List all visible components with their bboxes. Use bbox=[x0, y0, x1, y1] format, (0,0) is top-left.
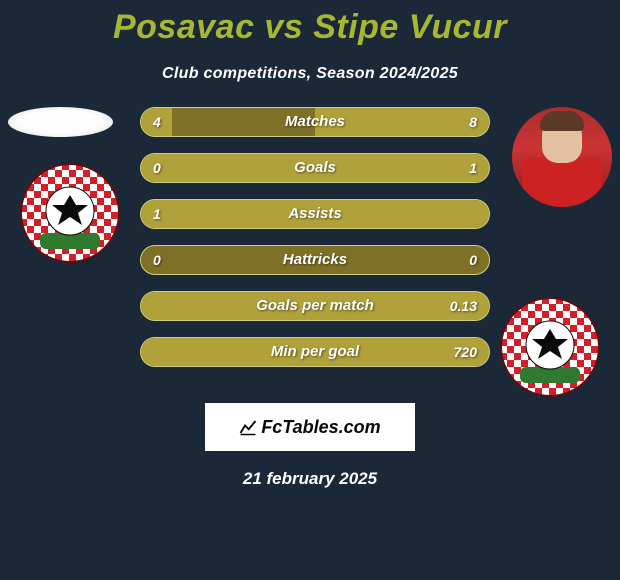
comparison-date: 21 february 2025 bbox=[0, 469, 620, 489]
player-right-crest bbox=[500, 297, 600, 397]
stat-label: Goals bbox=[141, 154, 489, 182]
player-left-avatar bbox=[8, 107, 113, 137]
stat-value-right: 8 bbox=[469, 108, 477, 136]
stat-value-left: 1 bbox=[153, 200, 161, 228]
stat-value-left: 4 bbox=[153, 108, 161, 136]
comparison-body: Matches48Goals01Assists1Hattricks00Goals… bbox=[0, 107, 620, 395]
stat-row: Hattricks0 0 bbox=[140, 245, 490, 275]
stat-value-right: 0.13 bbox=[450, 292, 477, 320]
chart-icon bbox=[239, 418, 257, 436]
branding-text: FcTables.com bbox=[261, 417, 380, 438]
stat-value-left: 0 bbox=[153, 246, 161, 274]
stat-label: Goals per match bbox=[141, 292, 489, 320]
stat-label: Assists bbox=[141, 200, 489, 228]
stat-row: Goals0 1 bbox=[140, 153, 490, 183]
stat-label: Matches bbox=[141, 108, 489, 136]
branding-badge: FcTables.com bbox=[205, 403, 415, 451]
stat-value-right: 1 bbox=[469, 154, 477, 182]
stat-value-left: 0 bbox=[153, 154, 161, 182]
stat-value-right: 0 bbox=[469, 246, 477, 274]
crest-icon bbox=[500, 297, 600, 397]
comparison-title: Posavac vs Stipe Vucur bbox=[0, 0, 620, 47]
stat-row: Assists1 bbox=[140, 199, 490, 229]
stat-row: Goals per match0.13 bbox=[140, 291, 490, 321]
stat-row: Matches4 8 bbox=[140, 107, 490, 137]
player-right-avatar bbox=[512, 107, 612, 207]
stat-value-right: 720 bbox=[454, 338, 477, 366]
stat-label: Hattricks bbox=[141, 246, 489, 274]
comparison-subtitle: Club competitions, Season 2024/2025 bbox=[0, 65, 620, 83]
stat-label: Min per goal bbox=[141, 338, 489, 366]
player-left-crest bbox=[20, 163, 120, 263]
stat-row: Min per goal720 bbox=[140, 337, 490, 367]
stat-bars: Matches48Goals01Assists1Hattricks00Goals… bbox=[140, 107, 490, 383]
crest-icon bbox=[20, 163, 120, 263]
